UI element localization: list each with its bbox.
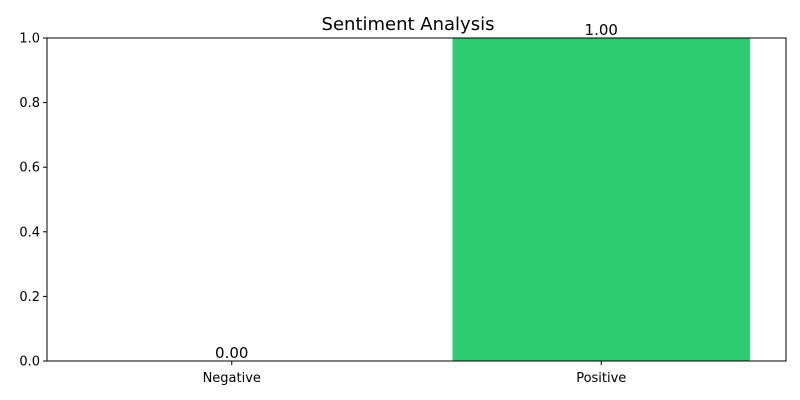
y-tick-label: 0.6 xyxy=(19,161,40,176)
labels-layer: 0.00 Negative 1.00 Positive 0.0 0.2 0.4 0.6 0.8 1… xyxy=(19,21,626,386)
x-tick-label: Positive xyxy=(576,371,626,386)
x-tick-label: Negative xyxy=(203,371,261,386)
plot-frame xyxy=(46,37,787,362)
axes-layer xyxy=(46,37,787,362)
y-tick-label: 0.4 xyxy=(19,225,40,240)
ticks-layer xyxy=(43,37,602,365)
bar-positive xyxy=(452,38,750,361)
y-tick-label: 0.8 xyxy=(19,96,40,111)
bars-layer xyxy=(452,38,750,361)
y-tick-label: 0.2 xyxy=(19,290,40,305)
y-tick-label: 0.0 xyxy=(19,355,40,370)
y-tick-label: 1.0 xyxy=(19,32,40,47)
chart-title: Sentiment Analysis xyxy=(322,14,495,35)
data-label-negative: 0.00 xyxy=(215,344,248,362)
data-label-positive: 1.00 xyxy=(585,21,618,39)
